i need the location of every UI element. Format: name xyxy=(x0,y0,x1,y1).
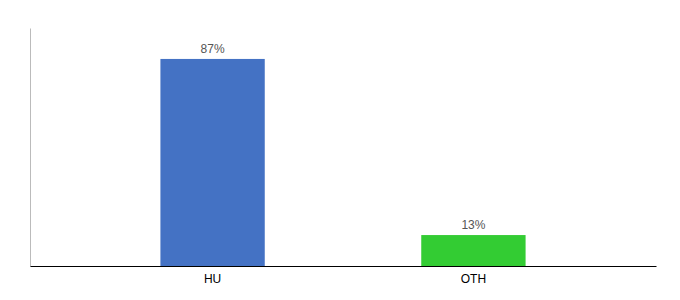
x-axis-line xyxy=(31,266,657,267)
chart-svg: HU OTH 87% 13% xyxy=(0,0,680,300)
y-axis xyxy=(30,29,31,267)
x-tick-label: HU xyxy=(204,272,221,286)
data-label: 87% xyxy=(201,42,225,56)
data-label: 13% xyxy=(461,218,485,232)
bar xyxy=(160,59,264,266)
y-axis-line xyxy=(30,29,31,267)
x-tick: HU xyxy=(204,272,221,286)
x-tick: OTH xyxy=(461,272,486,286)
bars xyxy=(160,59,525,266)
plot-area: HU OTH 87% 13% xyxy=(31,29,657,286)
chart-container: HU OTH 87% 13% xyxy=(0,0,680,300)
bar xyxy=(421,235,525,266)
data-labels: 87% 13% xyxy=(201,42,486,232)
x-axis: HU OTH xyxy=(31,267,657,286)
x-tick-label: OTH xyxy=(461,272,486,286)
